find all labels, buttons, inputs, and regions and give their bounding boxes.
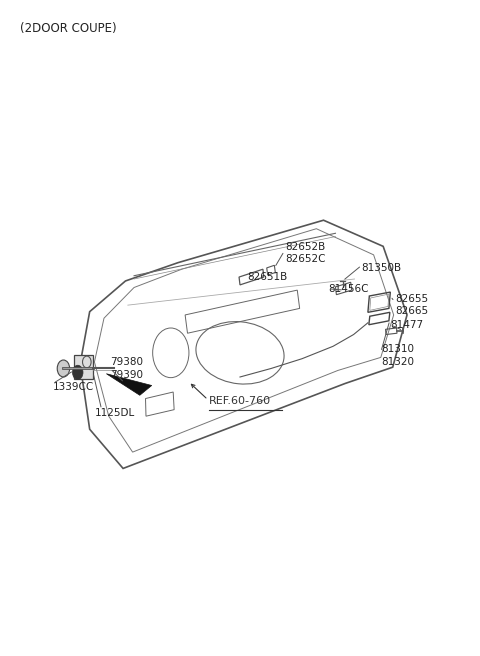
Text: 81350B: 81350B [362,263,402,273]
Text: 81456C: 81456C [328,284,369,294]
Text: 82651B: 82651B [247,272,288,282]
Text: REF.60-760: REF.60-760 [209,396,271,406]
Text: 82652B
82652C: 82652B 82652C [285,241,326,264]
Polygon shape [74,356,93,379]
Text: 82655
82665: 82655 82665 [395,294,428,316]
Polygon shape [107,374,152,396]
Circle shape [57,360,70,377]
Text: 1339CC: 1339CC [53,382,94,392]
Text: (2DOOR COUPE): (2DOOR COUPE) [21,22,117,35]
Text: 81477: 81477 [390,319,423,330]
Text: 79380
79390: 79380 79390 [110,358,143,380]
Text: 81310
81320: 81310 81320 [381,344,414,367]
Text: 1125DL: 1125DL [95,408,135,418]
Circle shape [72,365,83,380]
